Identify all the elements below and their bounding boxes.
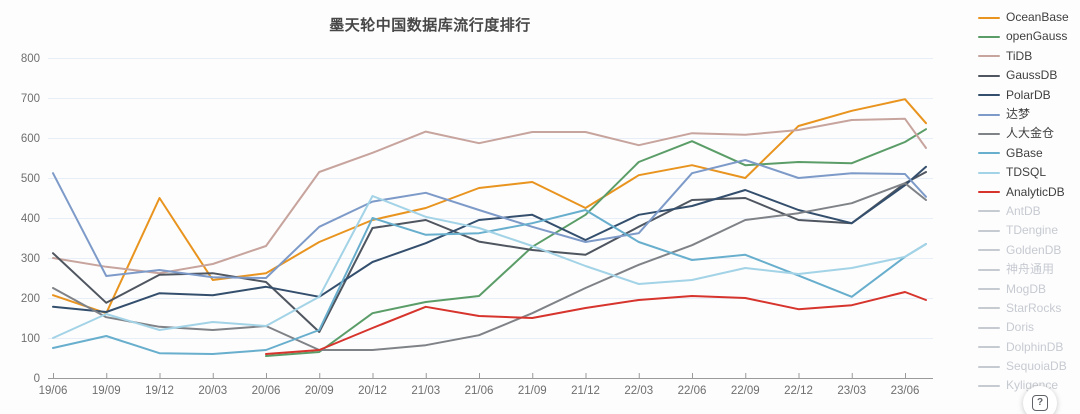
legend-item-AnalyticDB[interactable]: AnalyticDB [978,184,1078,199]
legend-item-MogDB[interactable]: MogDB [978,282,1078,295]
legend-label: OceanBase [1006,10,1069,25]
legend-label: AntDB [1006,203,1041,218]
x-axis-tick-label: 22/03 [624,385,653,397]
series-line-PolarDB [52,165,927,313]
legend-item-GoldenDB[interactable]: GoldenDB [978,242,1078,257]
legend-line-swatch [978,152,1000,155]
legend-line-swatch [978,229,1000,232]
legend-label: PolarDB [1006,87,1051,102]
legend-item-GBase[interactable]: GBase [978,145,1078,160]
legend-label: Doris [1006,320,1035,335]
legend-item-GaussDB[interactable]: GaussDB [978,69,1078,82]
legend-label: MogDB [1006,281,1047,296]
legend-item-TDengine[interactable]: TDengine [978,224,1078,237]
help-button[interactable]: ? [1023,386,1057,414]
legend-label: StarRocks [1006,300,1062,315]
legend-line-swatch [978,171,1000,174]
x-axis-tick-label: 20/06 [252,385,281,397]
legend-item-StarRocks[interactable]: StarRocks [978,300,1078,315]
legend-label: 达梦 [1006,107,1031,121]
x-axis-tick-label: 20/03 [198,385,227,397]
x-axis-tick-label: 22/09 [731,385,760,397]
legend-label: GBase [1006,145,1043,160]
line-chart-plot: 0 100 200 300 400 500 600 700 800 19/06 19/09 19/12… [21,53,933,397]
legend-item-PolarDB[interactable]: PolarDB [978,87,1078,102]
legend-line-swatch [978,132,1000,135]
y-axis-tick-label: 100 [21,333,40,345]
legend-line-swatch [978,94,1000,97]
legend-line-swatch [978,113,1000,116]
x-axis-tick-label: 22/06 [678,385,707,397]
question-mark-icon: ? [1032,395,1048,411]
x-axis-tick-label: 20/09 [305,385,334,397]
legend-item-Doris[interactable]: Doris [978,321,1078,334]
x-axis-tick-label: 21/12 [571,385,600,397]
legend-item-人大金仓[interactable]: 人大金仓 [978,127,1078,140]
x-axis-tick-label: 20/12 [358,385,387,397]
legend-line-swatch [978,268,1000,271]
y-axis-tick-label: 700 [21,93,40,105]
legend-line-swatch [978,365,1000,368]
legend-item-TiDB[interactable]: TiDB [978,48,1078,63]
legend-line-swatch [978,307,1000,310]
series-line-GaussDB [52,171,927,333]
legend-line-swatch [978,74,1000,77]
legend-item-神舟通用[interactable]: 神舟通用 [978,263,1078,276]
legend-line-swatch [978,346,1000,349]
y-axis-tick-label: 400 [21,213,40,225]
y-axis-tick-label: 500 [21,173,40,185]
legend-item-SequoiaDB[interactable]: SequoiaDB [978,360,1078,373]
y-axis-tick-label: 300 [21,253,40,265]
series-line-人大金仓 [52,182,927,351]
x-axis-tick-label: 19/12 [145,385,174,397]
legend-item-OceanBase[interactable]: OceanBase [978,11,1078,24]
legend-line-swatch [978,249,1000,252]
legend-label: 神舟通用 [1006,262,1055,277]
chart-title: 墨天轮中国数据库流行度排行 [329,17,531,34]
x-axis-tick-label: 21/09 [518,385,547,397]
legend-label: GoldenDB [1006,242,1062,257]
series-line-GBase [52,209,927,355]
legend-item-达梦[interactable]: 达梦 [978,108,1078,121]
legend-line-swatch [978,384,1000,387]
legend-item-TDSQL[interactable]: TDSQL [978,166,1078,179]
legend-label: TDengine [1006,223,1059,238]
legend-label: TiDB [1006,48,1033,63]
legend-label: GaussDB [1006,68,1058,83]
y-axis-tick-label: 800 [21,53,40,65]
legend-line-swatch [978,210,1000,213]
legend-label: openGauss [1006,29,1068,44]
legend-line-swatch [978,326,1000,329]
legend-label: AnalyticDB [1006,184,1065,199]
chart-legend: OceanBase openGauss TiDB GaussDB PolarDB 达梦人大… [978,11,1078,399]
y-axis-tick-label: 0 [34,373,40,385]
x-axis-tick-label: 23/03 [837,385,866,397]
x-axis-tick-label: 19/09 [92,385,121,397]
x-axis-tick-label: 19/06 [39,385,68,397]
y-axis-tick-label: 200 [21,293,40,305]
legend-label: SequoiaDB [1006,359,1067,374]
legend-label: DolphinDB [1006,339,1064,354]
x-axis-tick-label: 23/06 [891,385,920,397]
legend-line-swatch [978,16,1000,19]
legend-line-swatch [978,55,1000,58]
y-axis-tick-label: 600 [21,133,40,145]
legend-item-openGauss[interactable]: openGauss [978,30,1078,43]
series-line-AnalyticDB [265,291,927,355]
series-line-TDSQL [52,195,927,339]
x-axis-tick-label: 22/12 [784,385,813,397]
series-line-openGauss [265,128,927,357]
x-axis-tick-label: 21/03 [411,385,440,397]
legend-label: TDSQL [1006,165,1047,180]
legend-item-DolphinDB[interactable]: DolphinDB [978,339,1078,354]
legend-item-AntDB[interactable]: AntDB [978,203,1078,218]
series-line-达梦 [52,159,927,279]
legend-line-swatch [978,288,1000,291]
legend-label: 人大金仓 [1006,126,1055,141]
series-line-TiDB [52,117,927,275]
legend-line-swatch [978,191,1000,194]
legend-line-swatch [978,35,1000,38]
x-axis-tick-label: 21/06 [465,385,494,397]
